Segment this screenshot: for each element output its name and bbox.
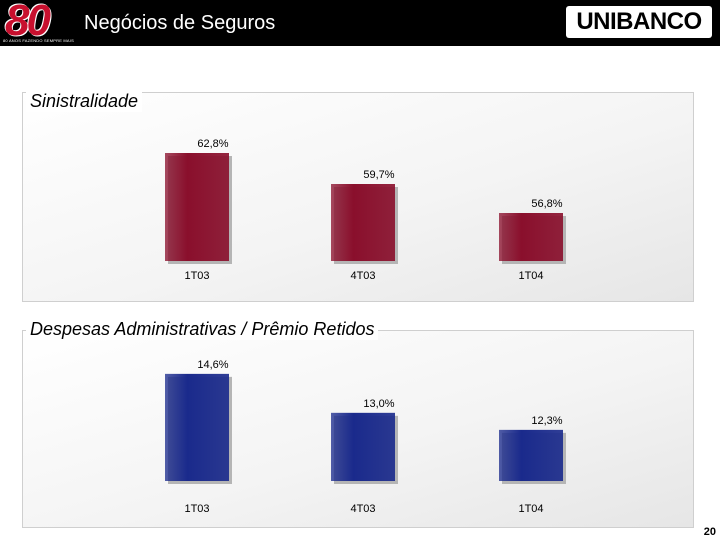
value-label: 12,3%: [531, 415, 562, 427]
chart-sinistralidade: 62,8% 1T03 59,7% 4T03 56,8% 1T04: [165, 138, 566, 282]
bar-1T04: [499, 213, 563, 261]
header-bar: 80 80 ANOS FAZENDO SEMPRE MAIS Negócios …: [0, 0, 720, 46]
bar-1T03: [165, 373, 229, 481]
logo-tagline: 80 ANOS FAZENDO SEMPRE MAIS: [3, 38, 74, 43]
chart-title-sinistralidade: Sinistralidade: [26, 91, 143, 112]
category-label: 1T03: [184, 503, 209, 515]
brand-name: UNIBANCO: [576, 8, 702, 35]
category-label: 1T03: [184, 270, 209, 282]
anniversary-logo: 80 80 ANOS FAZENDO SEMPRE MAIS: [3, 0, 75, 46]
chart-despesas-administrativas: 14,6% 1T03 13,0% 4T03 12,3% 1T04: [165, 359, 566, 515]
chart-panel-sinistralidade: 62,8% 1T03 59,7% 4T03 56,8% 1T04: [22, 92, 694, 302]
category-label: 4T03: [350, 503, 375, 515]
value-label: 62,8%: [197, 138, 228, 150]
bar-4T03: [331, 184, 395, 261]
page-number: 20: [703, 526, 716, 538]
bar-1T03: [165, 153, 229, 261]
value-label: 13,0%: [363, 398, 394, 410]
value-label: 14,6%: [197, 359, 228, 371]
logo-number: 80: [5, 0, 51, 45]
category-label: 1T04: [518, 503, 543, 515]
category-label: 4T03: [350, 270, 375, 282]
chart-title-despesas: Despesas Administrativas / Prêmio Retido…: [26, 319, 379, 340]
page-title: Negócios de Seguros: [84, 12, 276, 34]
chart-panel-despesas: 14,6% 1T03 13,0% 4T03 12,3% 1T04: [22, 330, 694, 528]
bar-4T03: [331, 412, 395, 481]
value-label: 56,8%: [531, 198, 562, 210]
unibanco-logo: UNIBANCO: [566, 6, 712, 38]
value-label: 59,7%: [363, 169, 394, 181]
category-label: 1T04: [518, 270, 543, 282]
bar-1T04: [499, 429, 563, 481]
